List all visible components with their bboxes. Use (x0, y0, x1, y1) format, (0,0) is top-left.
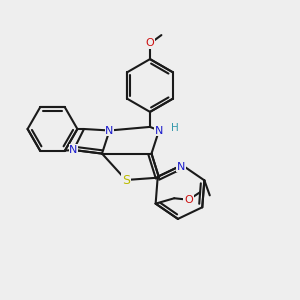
Text: O: O (184, 195, 193, 205)
Text: S: S (122, 173, 130, 187)
Text: N: N (105, 125, 114, 136)
Text: N: N (176, 162, 185, 172)
Text: O: O (146, 38, 154, 49)
Text: N: N (69, 145, 78, 155)
Text: H: H (171, 123, 178, 133)
Text: N: N (155, 125, 163, 136)
